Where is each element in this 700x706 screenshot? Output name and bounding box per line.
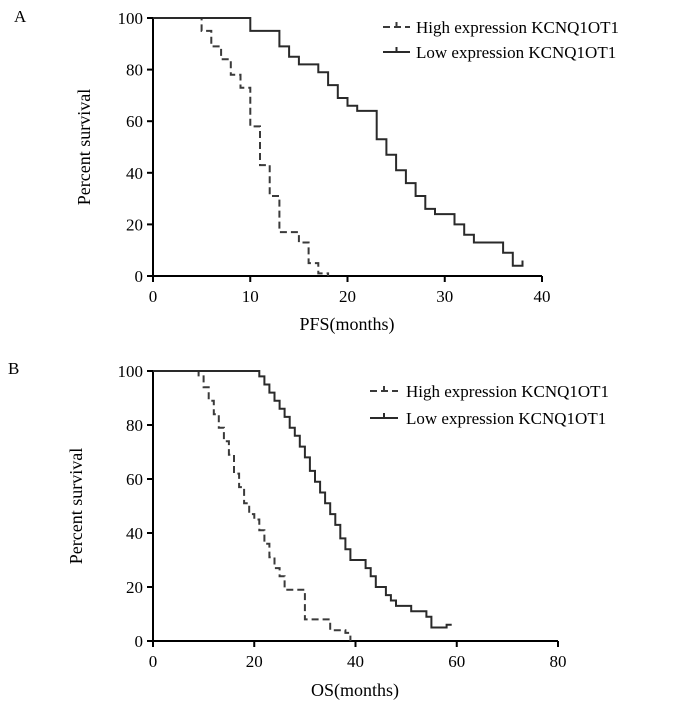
legend-entry-label: Low expression KCNQ1OT1 <box>416 43 616 62</box>
panel-label: A <box>14 7 27 26</box>
x-tick-label: 30 <box>436 287 453 306</box>
y-tick-label: 80 <box>126 416 143 435</box>
x-tick-label: 40 <box>534 287 551 306</box>
x-tick-label: 60 <box>448 652 465 671</box>
high-expression-survival-curve <box>153 370 352 641</box>
x-tick-label: 20 <box>246 652 263 671</box>
x-tick-label: 10 <box>242 287 259 306</box>
y-tick-label: 60 <box>126 112 143 131</box>
legend-entry-label: High expression KCNQ1OT1 <box>416 18 619 37</box>
y-tick-label: 0 <box>135 267 144 286</box>
panel-a-pfs-chart: A 0 20 40 60 80 100 0 10 20 30 40 Percent survival PF… <box>14 7 619 335</box>
panel-label: B <box>8 359 19 378</box>
y-tick-label: 40 <box>126 524 143 543</box>
y-axis-title: Percent survival <box>74 89 94 205</box>
y-tick-label: 100 <box>118 9 144 28</box>
x-axis-title: PFS(months) <box>299 314 394 335</box>
x-axis-title: OS(months) <box>311 680 399 701</box>
x-tick-label: 0 <box>149 652 158 671</box>
y-axis-title: Percent survival <box>66 448 86 564</box>
legend-entry-label: High expression KCNQ1OT1 <box>406 382 609 401</box>
x-tick-label: 80 <box>550 652 567 671</box>
y-tick-label: 60 <box>126 470 143 489</box>
x-tick-label: 0 <box>149 287 158 306</box>
y-tick-label: 80 <box>126 61 143 80</box>
y-tick-label: 20 <box>126 215 143 234</box>
panel-b-os-chart: B 0 20 40 60 80 100 0 20 40 60 80 Percent survival OS… <box>8 359 609 701</box>
low-expression-survival-curve <box>153 370 452 629</box>
legend-entry-label: Low expression KCNQ1OT1 <box>406 409 606 428</box>
low-expression-survival-curve <box>153 17 524 267</box>
y-tick-label: 20 <box>126 578 143 597</box>
y-tick-label: 0 <box>135 632 144 651</box>
y-tick-label: 100 <box>118 362 144 381</box>
high-expression-survival-curve <box>153 17 330 276</box>
x-tick-label: 40 <box>347 652 364 671</box>
x-tick-label: 20 <box>339 287 356 306</box>
y-tick-label: 40 <box>126 164 143 183</box>
